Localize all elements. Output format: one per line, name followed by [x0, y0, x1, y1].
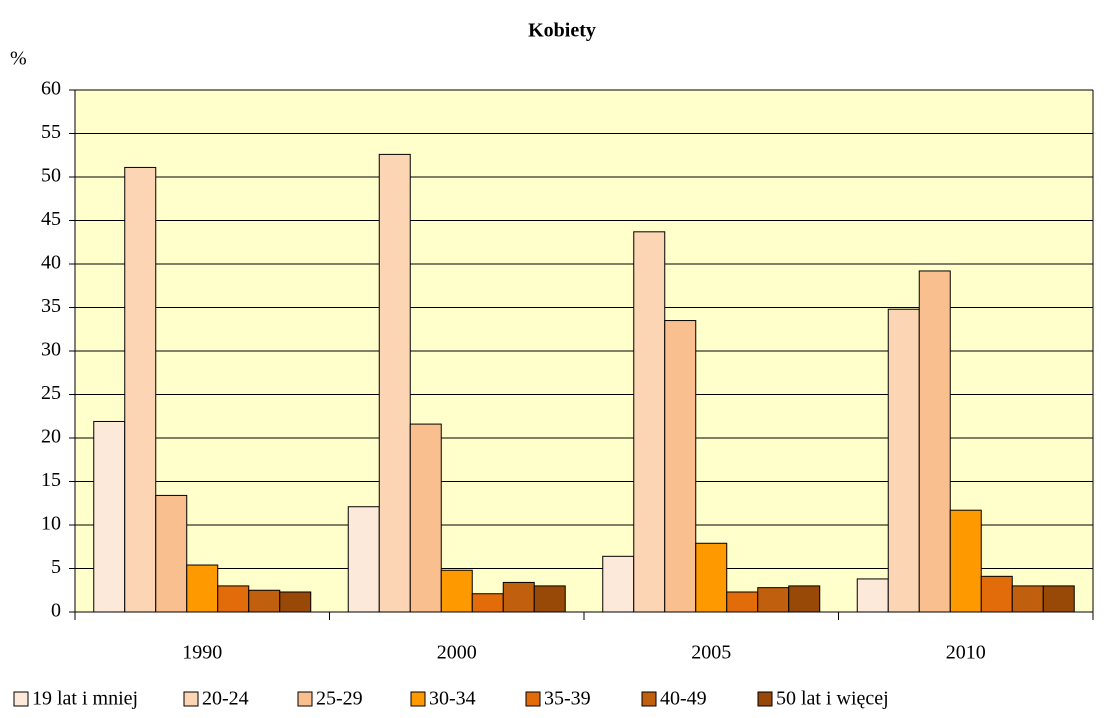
bar — [440, 569, 473, 613]
bar — [980, 575, 1013, 613]
y-tick-label: 0 — [51, 600, 61, 622]
legend-swatch — [13, 691, 29, 707]
y-tick-label: 5 — [51, 556, 61, 578]
y-tick-label: 55 — [41, 121, 61, 143]
bar — [279, 591, 312, 613]
bar — [856, 578, 889, 613]
y-tick-label: 45 — [41, 208, 61, 230]
bar — [602, 555, 635, 613]
legend-swatch — [525, 691, 541, 707]
x-tick-label: 2000 — [437, 642, 477, 664]
chart-title: Kobiety — [528, 20, 596, 42]
bar — [217, 585, 250, 613]
bar — [757, 587, 790, 613]
bar — [409, 423, 442, 613]
y-axis-label: % — [10, 48, 27, 70]
legend-label: 25-29 — [316, 688, 363, 710]
bar — [918, 270, 951, 613]
bar — [633, 231, 666, 613]
y-tick-label: 40 — [41, 252, 61, 274]
y-tick-label: 35 — [41, 295, 61, 317]
legend-swatch — [641, 691, 657, 707]
bar — [887, 308, 920, 613]
bar — [155, 494, 188, 613]
y-tick-label: 25 — [41, 382, 61, 404]
bar — [664, 320, 697, 613]
bar — [949, 509, 982, 613]
bar — [248, 589, 281, 613]
legend-label: 20-24 — [202, 688, 249, 710]
x-tick-label: 1990 — [182, 642, 222, 664]
legend-swatch — [183, 691, 199, 707]
bar — [124, 166, 157, 613]
x-tick-label: 2005 — [691, 642, 731, 664]
legend-label: 35-39 — [544, 688, 591, 710]
bar — [1042, 585, 1075, 613]
y-tick-label: 20 — [41, 426, 61, 448]
legend-label: 30-34 — [429, 688, 476, 710]
legend-label: 50 lat i więcej — [776, 688, 889, 710]
bar — [93, 420, 126, 613]
x-tick-label: 2010 — [946, 642, 986, 664]
bar — [471, 593, 504, 613]
legend-label: 19 lat i mniej — [32, 688, 138, 710]
y-tick-label: 15 — [41, 469, 61, 491]
y-tick-label: 60 — [41, 78, 61, 100]
bar — [502, 581, 535, 613]
bar — [695, 542, 728, 613]
bar — [1011, 585, 1044, 613]
bar — [788, 585, 821, 613]
legend-swatch — [297, 691, 313, 707]
bar — [726, 591, 759, 613]
bar — [186, 564, 219, 613]
legend-swatch — [757, 691, 773, 707]
bar — [378, 153, 411, 613]
bar — [533, 585, 566, 613]
legend-label: 40-49 — [660, 688, 707, 710]
y-tick-label: 10 — [41, 513, 61, 535]
legend-swatch — [410, 691, 426, 707]
bar — [347, 506, 380, 613]
y-tick-label: 50 — [41, 165, 61, 187]
y-tick-label: 30 — [41, 339, 61, 361]
